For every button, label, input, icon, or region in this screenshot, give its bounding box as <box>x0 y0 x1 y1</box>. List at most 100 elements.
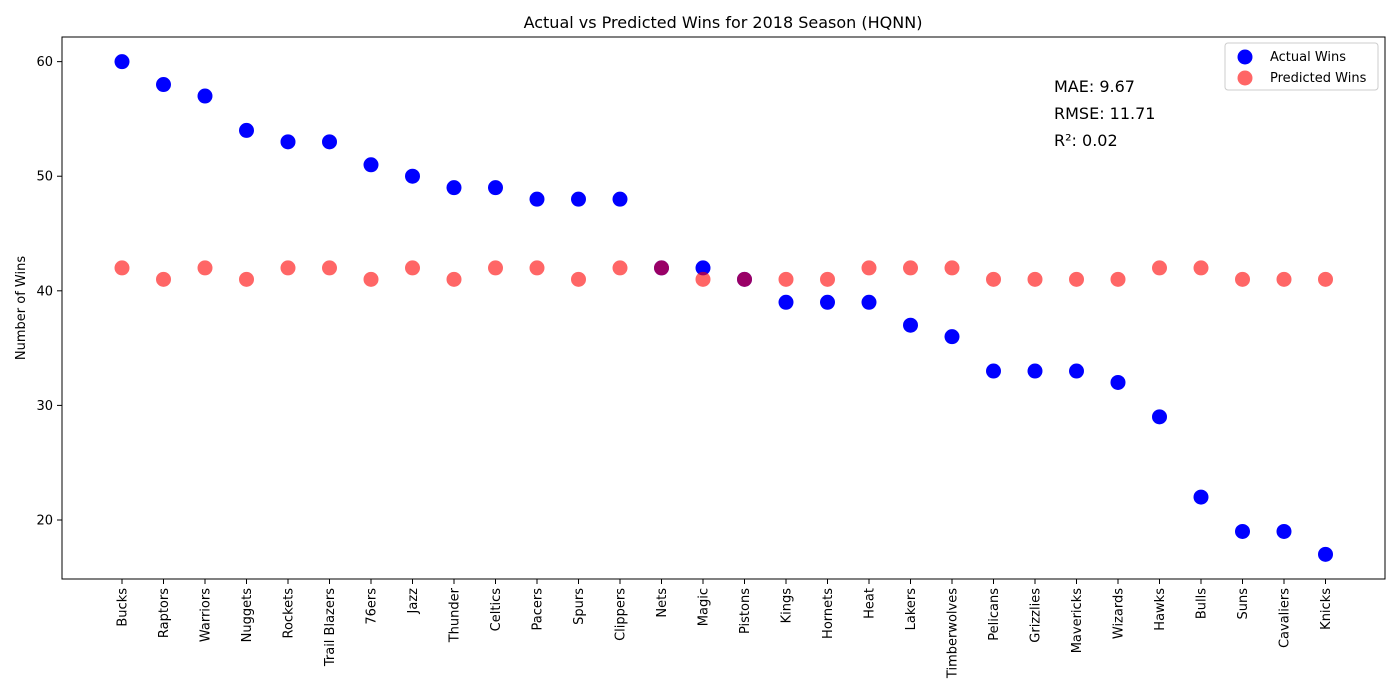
x-tick-label: Warriors <box>199 588 214 642</box>
data-point <box>239 122 254 138</box>
data-point <box>114 260 130 276</box>
data-point <box>1069 363 1084 379</box>
series-predicted <box>114 260 1333 287</box>
data-point <box>778 271 794 287</box>
data-point <box>1193 489 1209 505</box>
legend-frame <box>1224 42 1379 91</box>
data-point <box>1027 363 1043 379</box>
x-tick-label: Celtics <box>489 588 504 632</box>
y-tick-label: 50 <box>36 170 53 185</box>
data-point <box>529 260 545 276</box>
x-tick-label: Wizards <box>1112 588 1127 639</box>
data-point <box>612 191 628 207</box>
x-tick-label: Jazz <box>406 588 421 615</box>
legend-marker-actual <box>1237 49 1253 65</box>
x-tick-label: Rockets <box>282 588 297 639</box>
plot-frame <box>61 36 1386 580</box>
data-point <box>114 54 130 70</box>
series-layer <box>114 54 1333 562</box>
x-axis-ticks: Bucks Raptors Warriors Nuggets Rockets Trail … <box>116 579 1334 679</box>
data-point <box>861 294 877 310</box>
y-tick-label: 20 <box>36 513 53 528</box>
data-point <box>1152 260 1167 276</box>
data-point <box>903 317 918 333</box>
y-tick-label: 40 <box>36 284 53 299</box>
x-tick-label: Hornets <box>821 588 836 639</box>
data-point <box>695 271 711 287</box>
y-axis-label: Number of Wins <box>14 256 29 360</box>
data-point <box>488 260 503 276</box>
data-point <box>903 260 918 276</box>
data-point <box>239 271 254 287</box>
data-point <box>322 134 337 150</box>
rmse-annotation: RMSE: 11.71 <box>1054 104 1155 123</box>
x-tick-label: Heat <box>863 588 878 619</box>
data-point <box>197 88 213 104</box>
x-tick-label: Pelicans <box>987 588 1002 641</box>
data-point <box>322 260 337 276</box>
data-point <box>1276 523 1292 539</box>
data-point <box>1193 260 1209 276</box>
data-point <box>1318 271 1333 287</box>
data-point <box>820 271 835 287</box>
data-point <box>529 191 545 207</box>
data-point <box>1110 271 1126 287</box>
x-tick-label: Lakers <box>904 588 919 631</box>
data-point <box>1235 523 1250 539</box>
data-point <box>1235 271 1250 287</box>
data-point <box>1027 271 1043 287</box>
data-point <box>778 294 794 310</box>
data-point <box>986 271 1001 287</box>
x-tick-label: Pacers <box>531 588 546 631</box>
data-point <box>737 271 752 287</box>
x-tick-label: Spurs <box>572 588 587 625</box>
x-tick-label: Nuggets <box>240 588 255 643</box>
x-tick-label: Magic <box>697 588 712 626</box>
legend-label-predicted: Predicted Wins <box>1270 71 1367 86</box>
data-point <box>571 191 586 207</box>
data-point <box>488 180 503 196</box>
x-tick-label: Nets <box>655 588 670 618</box>
x-tick-label: Hawks <box>1153 588 1168 631</box>
data-point <box>197 260 213 276</box>
legend-marker-predicted <box>1237 70 1253 86</box>
r2-annotation: R²: 0.02 <box>1054 131 1118 150</box>
x-tick-label: Knicks <box>1319 588 1334 630</box>
data-point <box>986 363 1001 379</box>
x-tick-label: Pistons <box>738 588 753 634</box>
y-tick-label: 30 <box>36 399 53 414</box>
data-point <box>280 260 296 276</box>
x-tick-label: Clippers <box>614 588 629 641</box>
data-point <box>695 260 711 276</box>
chart-title: Actual vs Predicted Wins for 2018 Season… <box>524 13 923 32</box>
x-tick-label: Mavericks <box>1070 588 1085 654</box>
x-tick-label: Raptors <box>157 588 172 638</box>
data-point <box>280 134 296 150</box>
x-tick-label: 76ers <box>365 588 380 625</box>
data-point <box>363 271 379 287</box>
data-point <box>820 294 835 310</box>
data-point <box>944 260 960 276</box>
plot-area: 20 30 40 50 60 Bucks Raptors Warriors Nuggets Ro… <box>36 36 1386 679</box>
data-point <box>446 180 462 196</box>
data-point <box>156 77 171 93</box>
x-tick-label: Bulls <box>1195 588 1210 619</box>
data-point <box>363 157 379 173</box>
x-tick-label: Bucks <box>116 588 131 627</box>
x-tick-label: Trail Blazers <box>323 588 338 667</box>
data-point <box>446 271 462 287</box>
data-point <box>1110 374 1126 390</box>
data-point <box>861 260 877 276</box>
data-point <box>944 329 960 345</box>
data-point <box>571 271 586 287</box>
data-point <box>612 260 628 276</box>
x-tick-label: Cavaliers <box>1278 588 1293 648</box>
legend-label-actual: Actual Wins <box>1270 50 1346 65</box>
data-point <box>1069 271 1084 287</box>
x-tick-label: Suns <box>1236 588 1251 620</box>
data-point <box>405 260 420 276</box>
x-tick-label: Thunder <box>448 587 463 643</box>
data-point <box>1152 409 1167 425</box>
